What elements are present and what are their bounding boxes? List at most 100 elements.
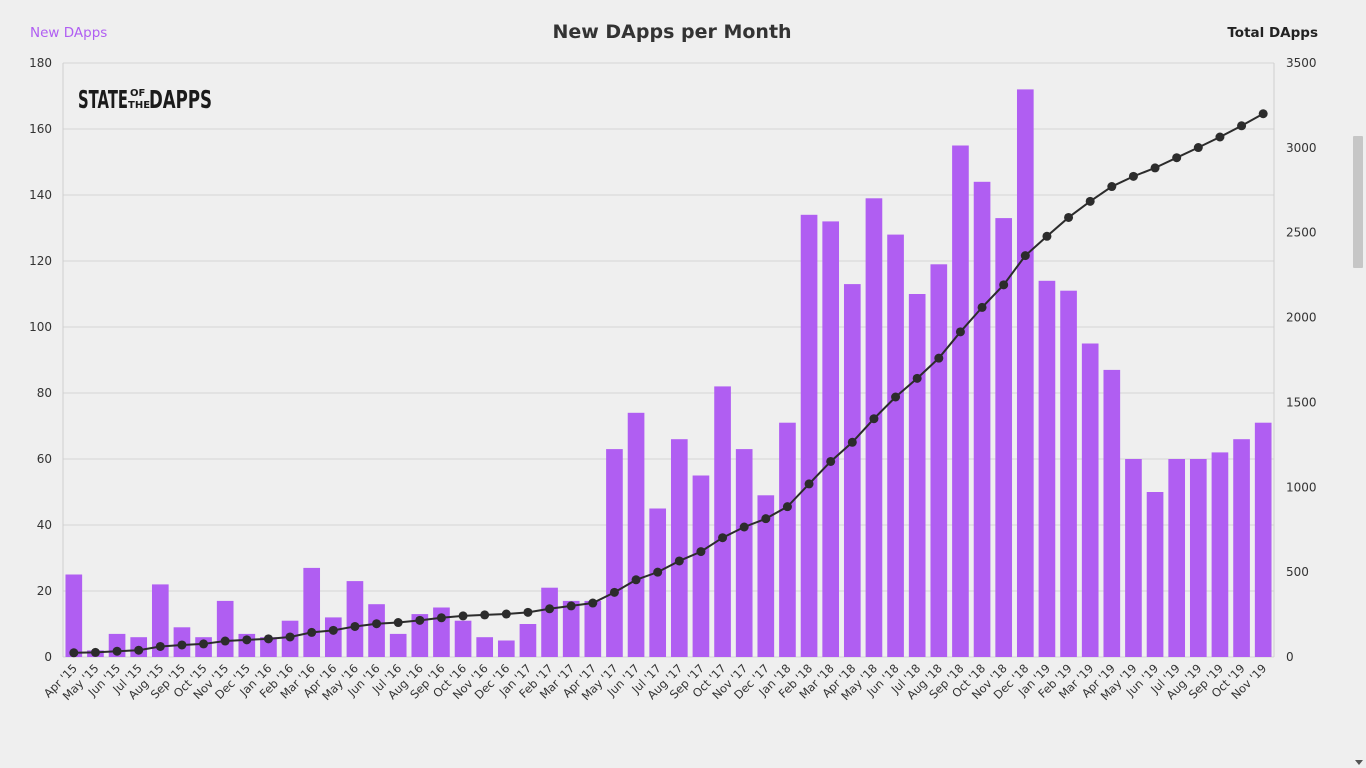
bar-44[interactable] [1016, 89, 1034, 657]
bar-15[interactable] [389, 633, 407, 657]
bar-22[interactable] [541, 587, 558, 657]
bar-17[interactable] [433, 607, 450, 658]
line-point-52[interactable] [1193, 143, 1203, 153]
line-point-18[interactable] [458, 611, 468, 621]
bar-14[interactable] [368, 604, 385, 657]
line-point-23[interactable] [566, 601, 576, 611]
line-point-2[interactable] [112, 646, 122, 656]
bar-35[interactable] [822, 221, 840, 657]
line-point-0[interactable] [69, 648, 79, 658]
line-point-54[interactable] [1237, 121, 1247, 131]
line-point-31[interactable] [739, 522, 749, 532]
line-point-25[interactable] [609, 587, 619, 597]
line-point-1[interactable] [90, 647, 100, 657]
line-point-7[interactable] [220, 636, 230, 646]
line-point-29[interactable] [696, 547, 706, 557]
bar-55[interactable] [1254, 422, 1272, 657]
line-point-27[interactable] [653, 567, 663, 577]
bar-23[interactable] [562, 600, 580, 657]
bar-34[interactable] [800, 214, 818, 658]
bar-31[interactable] [735, 449, 753, 657]
line-point-38[interactable] [891, 392, 901, 402]
bar-42[interactable] [973, 181, 991, 658]
line-point-22[interactable] [545, 604, 555, 614]
bar-19[interactable] [476, 637, 494, 657]
bar-39[interactable] [908, 294, 926, 657]
bar-0[interactable] [65, 574, 83, 658]
line-point-49[interactable] [1128, 171, 1138, 181]
bar-26[interactable] [627, 412, 645, 657]
bar-13[interactable] [346, 581, 364, 657]
line-point-26[interactable] [631, 575, 641, 585]
line-point-11[interactable] [307, 627, 317, 637]
bar-32[interactable] [757, 495, 775, 657]
legend-left-label[interactable]: New DApps [30, 25, 107, 41]
line-point-41[interactable] [955, 327, 965, 337]
bar-46[interactable] [1060, 290, 1077, 657]
bar-47[interactable] [1081, 343, 1099, 658]
line-point-37[interactable] [869, 414, 879, 424]
bar-45[interactable] [1038, 280, 1056, 657]
bar-11[interactable] [303, 567, 321, 657]
bar-38[interactable] [887, 234, 904, 657]
line-point-4[interactable] [155, 641, 165, 651]
line-point-24[interactable] [588, 598, 598, 608]
bar-41[interactable] [952, 145, 969, 658]
line-point-17[interactable] [436, 613, 446, 623]
legend-right-label[interactable]: Total DApps [1227, 25, 1318, 41]
line-point-6[interactable] [199, 639, 209, 649]
bar-28[interactable] [670, 439, 688, 657]
bar-51[interactable] [1168, 459, 1186, 657]
line-point-45[interactable] [1042, 231, 1052, 241]
line-point-51[interactable] [1172, 153, 1182, 163]
line-point-15[interactable] [393, 618, 403, 628]
bar-12[interactable] [324, 617, 342, 657]
bar-20[interactable] [497, 640, 515, 658]
bar-18[interactable] [454, 620, 472, 657]
line-point-3[interactable] [134, 645, 144, 655]
line-point-43[interactable] [999, 280, 1009, 290]
bar-21[interactable] [519, 624, 537, 657]
line-point-55[interactable] [1258, 109, 1268, 119]
bar-36[interactable] [843, 284, 861, 657]
bar-25[interactable] [606, 449, 623, 657]
bar-54[interactable] [1233, 439, 1250, 657]
scroll-down-arrow-icon[interactable] [1355, 760, 1363, 765]
line-point-44[interactable] [1020, 251, 1030, 261]
line-point-48[interactable] [1107, 182, 1117, 192]
line-point-12[interactable] [328, 625, 338, 635]
line-point-34[interactable] [804, 479, 814, 489]
bar-43[interactable] [995, 218, 1013, 657]
bar-50[interactable] [1146, 492, 1164, 657]
line-point-53[interactable] [1215, 132, 1225, 142]
line-point-20[interactable] [501, 609, 511, 619]
line-point-28[interactable] [674, 556, 684, 566]
line-point-50[interactable] [1150, 163, 1160, 173]
bar-53[interactable] [1211, 452, 1229, 657]
bar-30[interactable] [714, 386, 731, 657]
line-point-39[interactable] [912, 373, 922, 383]
line-point-35[interactable] [826, 456, 836, 466]
bar-16[interactable] [411, 614, 429, 657]
bar-40[interactable] [930, 264, 948, 657]
scrollbar[interactable] [1350, 0, 1366, 768]
line-point-32[interactable] [761, 514, 771, 524]
bar-48[interactable] [1103, 369, 1121, 657]
bar-33[interactable] [779, 422, 796, 657]
bar-4[interactable] [151, 584, 169, 657]
line-point-30[interactable] [718, 533, 728, 543]
bar-27[interactable] [649, 508, 667, 658]
bar-49[interactable] [1125, 459, 1142, 657]
scrollbar-thumb[interactable] [1353, 136, 1363, 268]
line-point-5[interactable] [177, 640, 187, 650]
bar-29[interactable] [692, 475, 710, 658]
bar-7[interactable] [216, 600, 234, 657]
line-point-40[interactable] [934, 353, 944, 363]
line-point-9[interactable] [263, 634, 273, 644]
bar-24[interactable] [584, 600, 602, 657]
line-point-33[interactable] [782, 502, 792, 512]
line-point-14[interactable] [372, 619, 382, 629]
line-point-13[interactable] [350, 621, 360, 631]
bar-52[interactable] [1189, 459, 1207, 657]
bar-9[interactable] [260, 637, 277, 657]
